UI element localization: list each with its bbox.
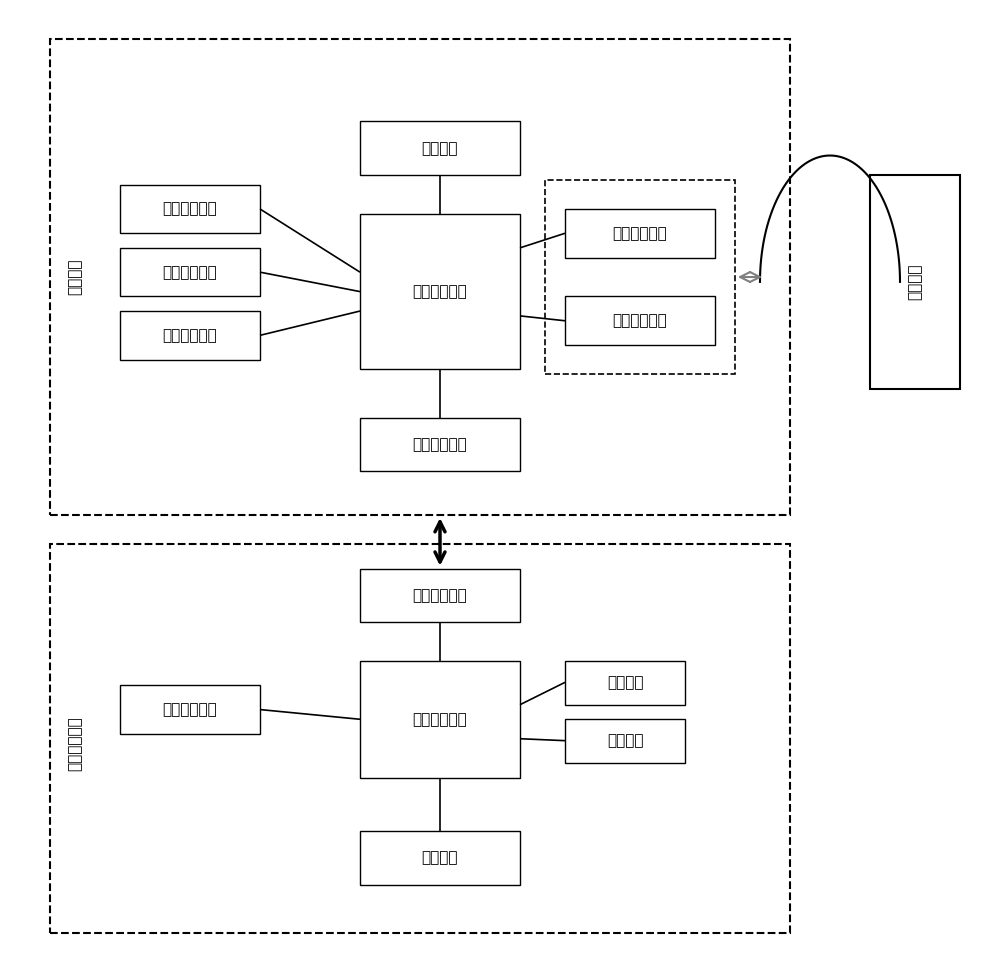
Text: 惯性传感模块: 惯性传感模块 [163,328,217,343]
FancyBboxPatch shape [120,185,260,233]
Text: 喷洒机构: 喷洒机构 [908,263,922,300]
Text: 机载设备: 机载设备 [68,259,82,295]
Text: 无线通信模块: 无线通信模块 [413,588,467,603]
FancyBboxPatch shape [565,661,685,705]
FancyBboxPatch shape [120,685,260,734]
FancyBboxPatch shape [565,296,715,345]
Text: 机载控制模块: 机载控制模块 [413,284,467,299]
Text: 人机交互设备: 人机交互设备 [68,716,82,771]
Text: 交互控制模块: 交互控制模块 [413,712,467,727]
FancyBboxPatch shape [360,122,520,175]
FancyBboxPatch shape [360,831,520,885]
FancyBboxPatch shape [120,311,260,360]
Text: 数据接口模块: 数据接口模块 [163,201,217,217]
Text: 数据接口模块: 数据接口模块 [163,702,217,717]
FancyBboxPatch shape [360,418,520,471]
FancyBboxPatch shape [360,214,520,369]
FancyBboxPatch shape [565,719,685,763]
FancyBboxPatch shape [360,661,520,778]
FancyBboxPatch shape [120,248,260,296]
FancyBboxPatch shape [360,569,520,622]
Text: 无线通信模块: 无线通信模块 [413,437,467,452]
Text: 位置监视模块: 位置监视模块 [163,264,217,280]
Text: 存储模块: 存储模块 [422,850,458,865]
Text: 存储模块: 存储模块 [422,141,458,156]
Text: 输入模块: 输入模块 [607,734,643,748]
Text: 施药监视模块: 施药监视模块 [613,313,667,329]
FancyBboxPatch shape [565,209,715,258]
Text: 喷洒执行模块: 喷洒执行模块 [613,226,667,241]
FancyBboxPatch shape [870,175,960,389]
Text: 显示模块: 显示模块 [607,676,643,690]
